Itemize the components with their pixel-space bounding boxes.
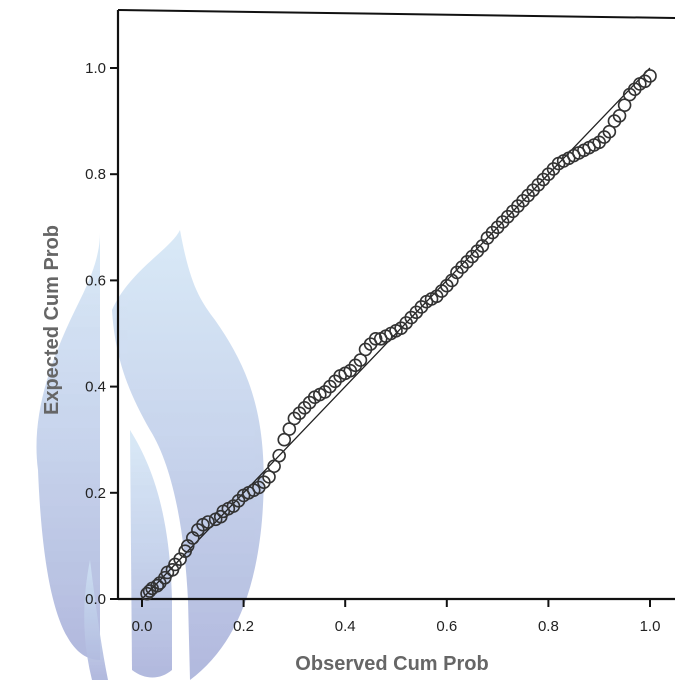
x-tick-label: 0.6 [436,618,457,635]
x-tick-label: 0.4 [335,618,356,635]
y-tick-label: 0.0 [85,591,106,608]
y-tick-label: 0.6 [85,272,106,289]
axis-ticks: 0.0 0.2 0.4 0.6 0.8 1.0 0.0 0.2 0.4 0.6 0.8 1.0 [85,60,660,635]
data-point [602,124,617,139]
data-point [368,332,383,346]
diagonal-reference-line [141,67,651,600]
data-point [262,470,276,484]
plot-axes [116,9,675,601]
data-point [612,108,627,123]
y-tick-label: 0.8 [85,166,106,183]
x-tick-label: 0.2 [233,618,254,635]
data-point [277,432,292,447]
x-tick-label: 0.8 [538,618,559,635]
watermark-flame [36,230,264,680]
y-axis-title: Expected Cum Prob [41,225,63,415]
y-tick-label: 0.2 [85,485,106,502]
data-point [353,353,368,367]
data-point [272,448,286,463]
data-point [617,98,632,112]
data-point [282,422,297,436]
x-tick-label: 1.0 [640,618,661,635]
reference-line [141,67,651,600]
x-axis-title: Observed Cum Prob [295,653,488,675]
data-point [201,515,215,529]
data-point [267,459,281,474]
top-frame-line [117,9,675,19]
y-tick-label: 1.0 [85,60,106,77]
y-tick-label: 0.4 [85,379,106,396]
data-point [150,578,165,593]
data-point [643,69,657,83]
data-points [140,69,657,601]
x-tick-label: 0.0 [132,618,153,635]
